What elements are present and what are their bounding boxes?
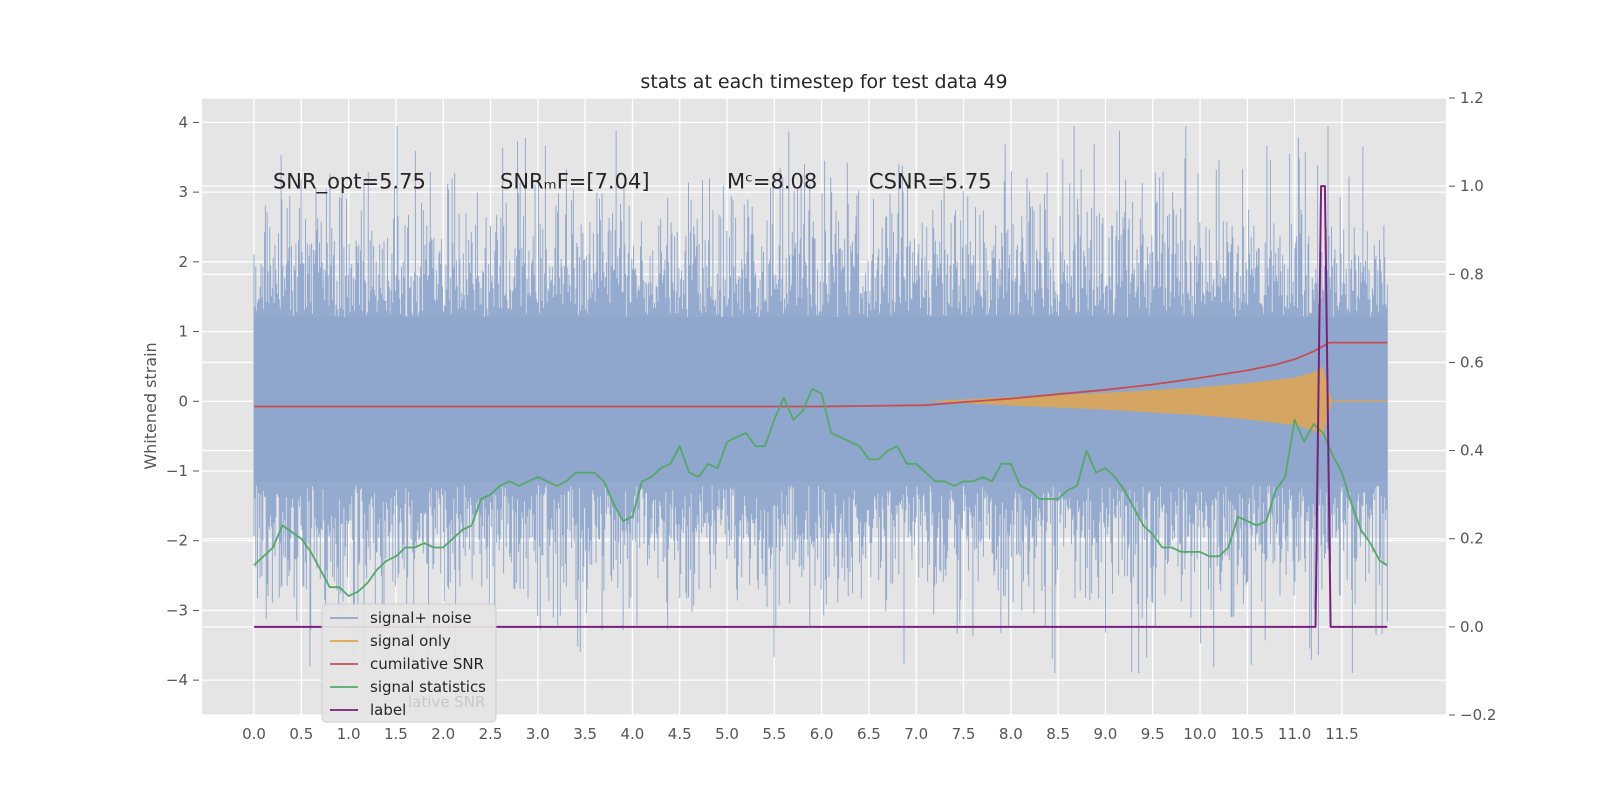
x-tick-label: 4.5 bbox=[668, 725, 692, 743]
x-tick-label: 10.5 bbox=[1231, 725, 1264, 743]
legend-label: signal statistics bbox=[370, 678, 486, 696]
y-tick-label: −3 bbox=[166, 601, 188, 619]
cumulative-snr-line bbox=[254, 341, 1388, 408]
x-tick-label: 9.5 bbox=[1141, 725, 1165, 743]
y2-tick-label: 1.0 bbox=[1460, 177, 1484, 195]
signal-noise-line bbox=[253, 125, 1388, 674]
line-series-group bbox=[253, 185, 1388, 628]
x-tick-label: 2.0 bbox=[431, 725, 455, 743]
y-axis-label: Whitened strain bbox=[141, 342, 160, 469]
x-tick-label: 3.0 bbox=[526, 725, 550, 743]
x-tick-label: 0.5 bbox=[289, 725, 313, 743]
x-tick-label: 11.0 bbox=[1278, 725, 1311, 743]
y-tick-label: 2 bbox=[178, 253, 188, 271]
y-tick-label: 3 bbox=[178, 183, 188, 201]
x-tick-label: 3.5 bbox=[573, 725, 597, 743]
y2-tick-label: −0.2 bbox=[1460, 706, 1496, 724]
legend: lative SNR signal+ noise signal only cumila… bbox=[321, 603, 497, 723]
legend-ghost-text: lative SNR bbox=[408, 693, 485, 711]
legend-label: signal+ noise bbox=[370, 609, 472, 627]
annotations: SNR_opt=5.75 SNRₘF=[7.04] Mᶜ=8.08 CSNR=5.75 bbox=[273, 170, 992, 195]
y2-tick-label: 0.8 bbox=[1460, 265, 1484, 283]
legend-label: cumilative SNR bbox=[370, 655, 484, 673]
x-tick-label: 9.0 bbox=[1094, 725, 1118, 743]
x-tick-label: 5.5 bbox=[762, 725, 786, 743]
x-tick-label: 6.5 bbox=[857, 725, 881, 743]
y-tick-label: 4 bbox=[178, 113, 188, 131]
axis-ticks: 0.0 0.5 1.0 1.5 2.0 2.5 3.0 3.5 4.0 4.5 5.0 5.5 6.0 6… bbox=[166, 89, 1497, 743]
y-tick-label: 0 bbox=[178, 392, 188, 410]
annotation-text: Mᶜ=8.08 bbox=[727, 170, 817, 194]
y-tick-label: −4 bbox=[166, 671, 188, 689]
x-tick-label: 2.5 bbox=[479, 725, 503, 743]
x-tick-label: 7.5 bbox=[952, 725, 976, 743]
x-tick-label: 8.5 bbox=[1046, 725, 1070, 743]
y-tick-label: 1 bbox=[178, 323, 188, 341]
x-tick-label: 7.0 bbox=[904, 725, 928, 743]
signal-only-envelope bbox=[925, 366, 1333, 437]
legend-label: label bbox=[370, 701, 406, 719]
x-tick-label: 4.0 bbox=[621, 725, 645, 743]
x-tick-label: 10.0 bbox=[1183, 725, 1216, 743]
x-tick-label: 11.5 bbox=[1325, 725, 1358, 743]
signal-only-series bbox=[925, 366, 1388, 437]
y-tick-label: −2 bbox=[166, 532, 188, 550]
x-tick-label: 6.0 bbox=[810, 725, 834, 743]
chart-title: stats at each timestep for test data 49 bbox=[640, 71, 1007, 93]
y2-tick-label: 0.4 bbox=[1460, 442, 1484, 460]
y2-tick-label: 0.6 bbox=[1460, 353, 1484, 371]
legend-label: signal only bbox=[370, 632, 451, 650]
y-tick-label: −1 bbox=[166, 462, 188, 480]
x-tick-label: 8.0 bbox=[999, 725, 1023, 743]
y2-tick-label: 0.2 bbox=[1460, 530, 1484, 548]
x-tick-label: 5.0 bbox=[715, 725, 739, 743]
annotation-text: CSNR=5.75 bbox=[869, 170, 992, 194]
y2-tick-label: 1.2 bbox=[1460, 89, 1484, 107]
label-line bbox=[254, 185, 1388, 628]
signal-statistics-line bbox=[253, 388, 1388, 597]
annotation-text: SNR_opt=5.75 bbox=[273, 170, 426, 195]
y2-tick-label: 0.0 bbox=[1460, 618, 1484, 636]
x-tick-label: 0.0 bbox=[242, 725, 266, 743]
x-tick-label: 1.5 bbox=[384, 725, 408, 743]
legend-box bbox=[321, 603, 497, 723]
x-tick-label: 1.0 bbox=[337, 725, 361, 743]
annotation-text: SNRₘF=[7.04] bbox=[500, 170, 650, 194]
